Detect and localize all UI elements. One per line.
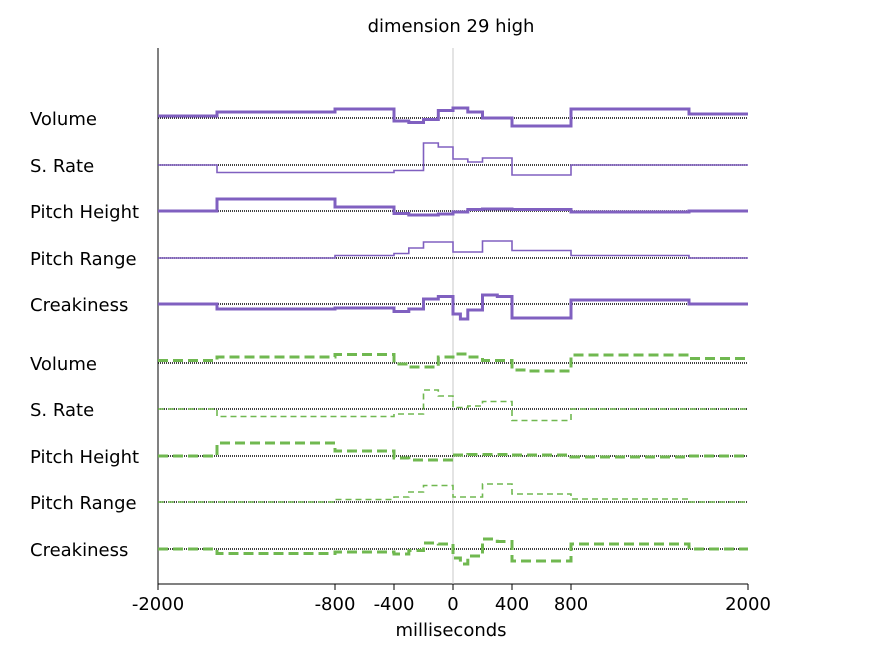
- series-line-green-s-rate: [158, 389, 748, 422]
- series-line-purple-creakiness: [158, 293, 748, 321]
- series-line-purple-s-rate: [158, 142, 748, 176]
- x-tick-label: 0: [447, 594, 458, 615]
- axes-group: -2000 -800 -400 0 400 800 2000: [132, 48, 771, 615]
- x-tick-label: -2000: [132, 594, 184, 615]
- series-line-green-volume: [158, 352, 748, 373]
- chart-title: dimension 29 high: [368, 16, 535, 37]
- series-line-purple-pitch-range: [158, 240, 748, 259]
- series-line-green-pitch-height: [158, 441, 748, 462]
- x-tick-label: 400: [495, 594, 529, 615]
- series-label: Creakiness: [30, 540, 128, 561]
- series-label: Pitch Height: [30, 202, 139, 223]
- series-label: S. Rate: [30, 156, 94, 177]
- series-label: Pitch Range: [30, 493, 137, 514]
- series-label: Pitch Height: [30, 447, 139, 468]
- x-tick-label: 2000: [725, 594, 771, 615]
- series-label: S. Rate: [30, 400, 94, 421]
- x-tick-label: -800: [315, 594, 356, 615]
- series-label: Creakiness: [30, 295, 128, 316]
- series-line-purple-volume: [158, 106, 748, 128]
- series-label: Volume: [30, 109, 97, 130]
- series-label: Pitch Range: [30, 249, 137, 270]
- labels-group: Volume S. Rate Pitch Height Pitch Range Crea…: [30, 109, 139, 561]
- x-tick-label: -400: [374, 594, 415, 615]
- series-label: Volume: [30, 354, 97, 375]
- series-line-purple-pitch-height: [158, 197, 748, 217]
- series-group: [158, 106, 748, 566]
- x-tick-label: 800: [554, 594, 588, 615]
- series-line-green-creakiness: [158, 537, 748, 566]
- x-axis-label: milliseconds: [395, 620, 506, 641]
